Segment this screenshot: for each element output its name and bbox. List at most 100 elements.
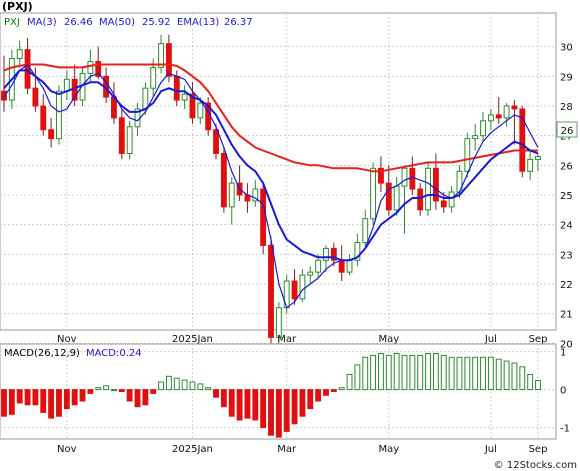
macd-bar: [213, 389, 219, 398]
macd-x-tick: Jul: [484, 444, 497, 455]
candle-body: [268, 244, 274, 338]
candle-body: [189, 93, 196, 119]
candle-body: [275, 307, 282, 338]
candle-body: [87, 61, 94, 74]
candle-body: [63, 78, 70, 92]
candle-body: [260, 188, 267, 246]
candle: [378, 156, 384, 193]
macd-bar: [299, 389, 306, 417]
candle-body: [393, 185, 400, 211]
macd-bar: [205, 387, 212, 391]
macd-x-tick: Mar: [277, 444, 297, 455]
macd-bar: [220, 389, 227, 408]
candle: [48, 117, 55, 148]
candle-body: [519, 108, 526, 172]
candle: [213, 123, 219, 160]
candle: [480, 111, 486, 142]
macd-x-tick: Nov: [57, 444, 77, 455]
candle-body: [448, 191, 455, 208]
candle-body: [142, 87, 149, 110]
legend-ma50-value: 25.92: [142, 17, 171, 28]
macd-bar: [283, 389, 290, 432]
candle: [417, 183, 424, 216]
candle-body: [417, 188, 424, 211]
legend-ma50-label: MA(50): [99, 17, 135, 28]
price-x-tick: Sep: [529, 334, 548, 345]
ma-fast-line: [3, 63, 539, 309]
macd-bar: [440, 354, 447, 391]
candle: [385, 165, 392, 216]
price-x-tick: Jul: [484, 334, 497, 345]
candle-body: [252, 188, 259, 202]
candle-body: [126, 126, 133, 154]
macd-bar: [448, 356, 455, 391]
candle-body: [370, 167, 377, 220]
candle: [425, 162, 431, 216]
price-y-tick: 30: [560, 43, 573, 54]
price-legend: PXJ MA(3) 26.46 MA(50) 25.92 EMA(13) 26.…: [2, 15, 253, 28]
price-panel: [0, 12, 557, 331]
candle-body: [158, 43, 164, 68]
price-x-tick: 2025Jan: [172, 334, 213, 345]
macd-bar: [40, 389, 47, 413]
macd-bar: [158, 381, 164, 391]
macd-bar: [87, 389, 94, 394]
candle-body: [409, 167, 416, 190]
candle: [370, 162, 377, 225]
candle: [220, 147, 227, 213]
candle: [464, 132, 471, 178]
candle-body: [307, 271, 314, 276]
macd-bar: [338, 387, 345, 391]
candle: [487, 108, 494, 130]
macd-bar: [79, 389, 86, 402]
candle: [323, 245, 329, 273]
candle-body: [440, 200, 447, 208]
candle-body: [472, 135, 479, 140]
candle-body: [487, 114, 494, 122]
candle: [535, 153, 541, 172]
price-y-tick: 21: [560, 310, 573, 321]
macd-y-tick: 0: [560, 386, 566, 397]
price-x-axis: Nov 2025Jan Mar May Jul Sep: [57, 334, 547, 345]
macd-bar: [252, 389, 259, 421]
candle: [362, 209, 369, 249]
macd-legend: MACD(26,12,9) MACD:0.24: [4, 348, 142, 359]
legend-symbol: PXJ: [4, 17, 20, 28]
candle: [126, 120, 133, 160]
candle-body: [48, 129, 55, 140]
candle-body: [40, 105, 47, 131]
macd-bar: [464, 356, 471, 391]
macd-bar: [134, 389, 141, 408]
candle-body: [32, 87, 39, 107]
candle-body: [150, 66, 157, 89]
macd-bar: [503, 360, 510, 391]
candle-body: [378, 167, 384, 184]
last-price-label: 26: [561, 126, 574, 137]
candle-body: [118, 117, 125, 154]
macd-bar: [378, 353, 384, 391]
candle-body: [1, 90, 7, 101]
macd-bar: [95, 387, 102, 391]
candle-body: [354, 241, 361, 261]
candle-body: [362, 218, 369, 243]
macd-bar: [236, 389, 243, 421]
price-y-tick: 26: [560, 161, 573, 172]
candle: [32, 67, 39, 112]
candle: [495, 97, 502, 124]
macd-bar: [268, 389, 274, 436]
macd-bar: [56, 389, 62, 417]
candle: [165, 34, 172, 83]
candle: [1, 55, 7, 112]
candle: [118, 108, 125, 160]
candle-body: [323, 247, 329, 261]
candle-body: [338, 259, 345, 273]
macd-bar: [385, 354, 392, 391]
macd-bar: [362, 356, 369, 391]
macd-bar: [480, 356, 486, 391]
candle: [252, 180, 259, 207]
macd-bar: [432, 353, 439, 391]
candle-body: [181, 93, 188, 101]
candle: [228, 177, 235, 225]
macd-bar: [291, 389, 298, 425]
price-y-tick: 20: [560, 339, 573, 350]
